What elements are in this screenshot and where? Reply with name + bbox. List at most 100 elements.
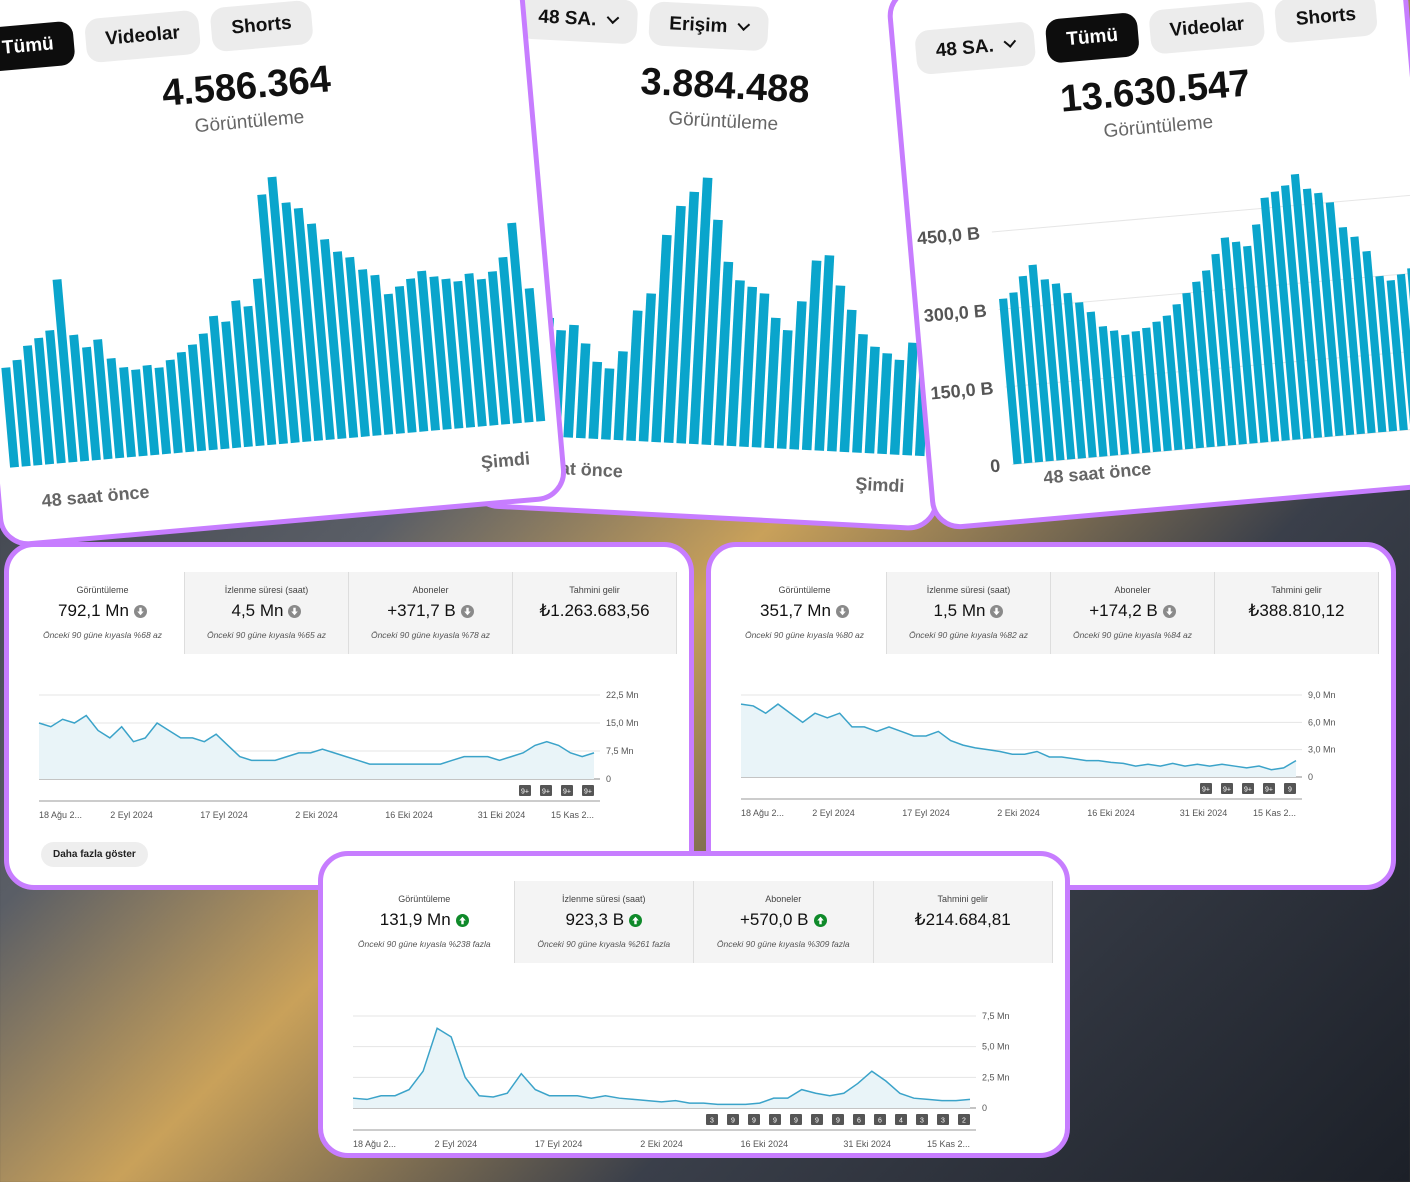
bar <box>1 367 19 468</box>
bar <box>1121 334 1140 455</box>
x-tick-label: 15 Kas 2... <box>1253 808 1296 818</box>
bar <box>1172 303 1194 450</box>
y-tick-label: 22,5 Mn <box>606 690 639 700</box>
dropdown[interactable]: Erişim <box>648 1 770 52</box>
line <box>38 714 595 765</box>
bar <box>889 359 905 455</box>
bar <box>764 317 781 449</box>
metric-name: İzlenme süresi (saat) <box>926 585 1011 595</box>
tab[interactable]: Videolar <box>1147 0 1267 55</box>
bar <box>638 293 657 442</box>
tab[interactable]: Shorts <box>1274 0 1378 44</box>
metric-cell[interactable]: Tahmini gelir ₺214.684,81 <box>874 881 1053 963</box>
bar <box>1040 279 1065 461</box>
metric-strip: Görüntüleme 792,1 Mn Önceki 90 güne kıyasl… <box>21 572 677 654</box>
tab[interactable]: Tümü <box>0 20 76 73</box>
bar <box>902 342 918 456</box>
bar <box>1063 292 1086 459</box>
metric-cell[interactable]: İzlenme süresi (saat) 923,3 B Önceki 90 gü… <box>515 881 694 963</box>
tab[interactable]: Shorts <box>209 0 314 53</box>
metric-cell[interactable]: Görüntüleme 792,1 Mn Önceki 90 güne kıyasl… <box>21 572 185 654</box>
trend-arrow <box>816 916 824 924</box>
badge <box>540 785 552 796</box>
badge <box>874 1114 886 1125</box>
metric-cell[interactable]: İzlenme süresi (saat) 4,5 Mn Önceki 90 gün… <box>185 572 349 654</box>
area <box>741 704 1296 777</box>
tab[interactable]: Videolar <box>83 9 202 64</box>
bar <box>626 310 643 442</box>
y-tick-label: 7,5 Mn <box>982 1011 1010 1021</box>
show-more-button[interactable]: Daha fazla göster <box>41 842 148 867</box>
metric-cell[interactable]: Görüntüleme 131,9 Mn Önceki 90 güne kıyasl… <box>335 881 515 963</box>
x-tick-label: 2 Eki 2024 <box>295 810 338 820</box>
metric-note: Önceki 90 güne kıyasla %84 az <box>1072 630 1193 640</box>
metric-label: Tahmini gelir <box>1215 585 1378 595</box>
metric-cell[interactable]: Tahmini gelir ₺388.810,12 <box>1215 572 1379 654</box>
tab-row: 48 SA. Erişim <box>517 0 770 52</box>
metric-value: +570,0 B <box>694 910 873 930</box>
badge <box>706 1114 718 1125</box>
bar <box>1338 226 1365 435</box>
bar <box>864 346 880 454</box>
x-tick-label: 2 Eyl 2024 <box>812 808 855 818</box>
bar <box>1243 245 1269 443</box>
bar <box>1211 253 1237 446</box>
bar <box>1152 321 1172 452</box>
metric-strip: Görüntüleme 351,7 Mn Önceki 90 güne kıyasl… <box>723 572 1379 654</box>
tab[interactable]: Tümü <box>1044 11 1140 64</box>
dropdown[interactable]: 48 SA. <box>914 20 1037 76</box>
metric-number: 1,5 Mn <box>933 601 986 620</box>
trend-icon <box>460 604 474 618</box>
badge-label: 6 <box>857 1118 861 1125</box>
bar <box>187 344 207 452</box>
bar <box>676 191 700 444</box>
metric-cell[interactable]: İzlenme süresi (saat) 1,5 Mn Önceki 90 gün… <box>887 572 1051 654</box>
metric-cell[interactable]: Aboneler +371,7 B Önceki 90 güne kıyasla %… <box>349 572 513 654</box>
bar <box>1251 224 1280 442</box>
badge-label: 9+ <box>1202 787 1210 794</box>
bar <box>1131 330 1151 454</box>
dropdown[interactable]: 48 SA. <box>517 0 639 45</box>
trend-icon <box>835 604 849 618</box>
bar <box>1051 283 1076 460</box>
metric-cell[interactable]: Aboneler +570,0 B Önceki 90 güne kıyasla %… <box>694 881 874 963</box>
bar <box>370 274 394 435</box>
line-chart: 7,5 Mn 5,0 Mn 2,5 Mn 0 3 9 9 9 9 9 9 6 6 4 3 3 2 18 Ağu 2… <box>352 1011 1010 1149</box>
y-tick-label: 450,0 B <box>916 223 981 248</box>
metric-label: İzlenme süresi (saat) <box>185 585 348 595</box>
metric-number: +174,2 B <box>1089 601 1158 620</box>
badge-label: 4 <box>899 1118 903 1125</box>
metric-number: +570,0 B <box>739 910 809 929</box>
y-tick-label: 7,5 Mn <box>606 746 634 756</box>
badge <box>1242 783 1254 794</box>
bar <box>575 343 591 439</box>
bar <box>1220 237 1247 445</box>
metric-number: 351,7 Mn <box>760 601 831 620</box>
metric-number: 792,1 Mn <box>58 601 129 620</box>
metric-cell[interactable]: Aboneler +174,2 B Önceki 90 güne kıyasla %… <box>1051 572 1215 654</box>
metric-name: Aboneler <box>765 894 802 904</box>
bar <box>1375 275 1398 432</box>
bar <box>176 351 195 453</box>
analytics-card: Görüntüleme 792,1 Mn Önceki 90 güne kıyasl… <box>4 542 694 890</box>
bar <box>306 223 335 441</box>
bar <box>406 278 429 432</box>
metric-cell[interactable]: Tahmini gelir ₺1.263.683,56 <box>513 572 677 654</box>
metric-cell[interactable]: Görüntüleme 351,7 Mn Önceki 90 güne kıyasl… <box>723 572 887 654</box>
metric-value: 1,5 Mn <box>887 601 1050 621</box>
badge <box>958 1114 970 1125</box>
metric-value: 351,7 Mn <box>723 601 886 621</box>
metric-label: Tahmini gelir <box>513 585 676 595</box>
bar <box>1231 241 1258 444</box>
metric-label: Görüntüleme <box>21 585 184 595</box>
bar <box>441 278 464 429</box>
bar <box>1075 302 1097 458</box>
bar <box>714 261 734 446</box>
bar <box>1192 281 1215 448</box>
bar <box>69 334 90 462</box>
trend-arrow <box>137 607 144 615</box>
bar <box>267 176 300 444</box>
metric-value: 4,5 Mn <box>185 601 348 621</box>
trend-arrow <box>458 916 466 924</box>
